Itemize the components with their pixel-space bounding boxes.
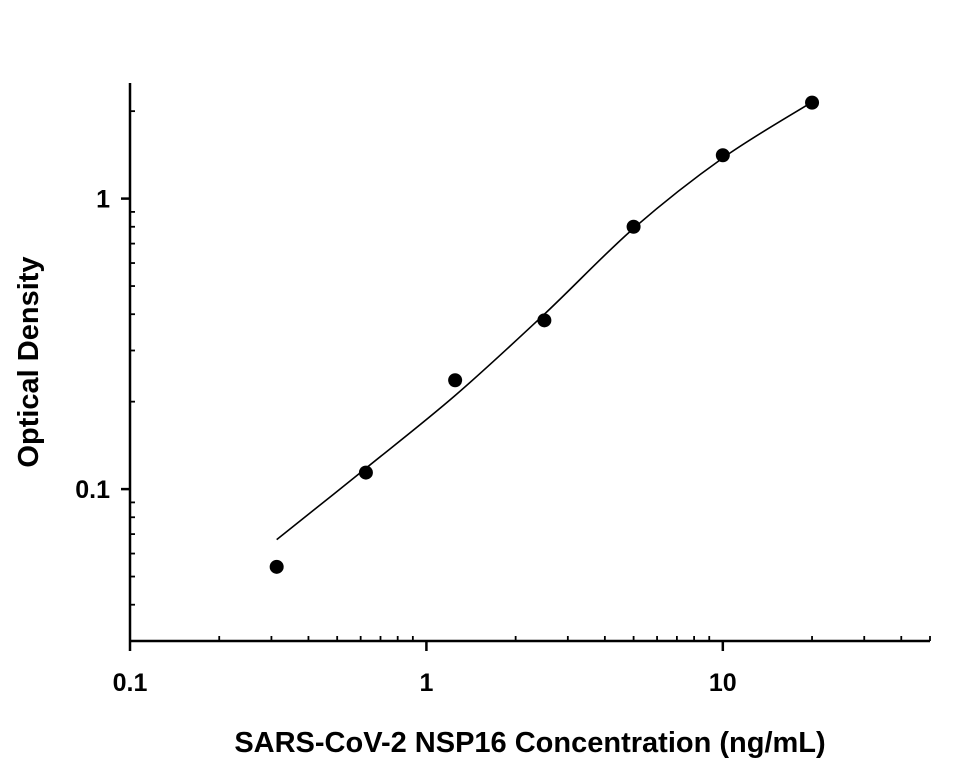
- y-tick-label: 1: [96, 186, 110, 214]
- x-axis-title: SARS-CoV-2 NSP16 Concentration (ng/mL): [234, 727, 825, 759]
- data-point: [805, 95, 820, 110]
- data-point: [626, 219, 641, 234]
- x-tick-label: 0.1: [113, 669, 148, 697]
- data-point: [715, 148, 730, 163]
- data-point: [537, 313, 552, 328]
- x-tick-label: 10: [709, 669, 737, 697]
- x-tick-label: 1: [419, 669, 433, 697]
- data-points: [269, 95, 820, 574]
- data-point: [269, 559, 284, 574]
- tick-labels: 0.1 1 10 0.1 1: [75, 186, 736, 697]
- axes: [121, 83, 931, 651]
- y-tick-label: 0.1: [75, 476, 110, 504]
- data-point: [358, 465, 373, 480]
- data-point: [448, 373, 463, 388]
- y-axis-title: Optical Density: [13, 256, 45, 467]
